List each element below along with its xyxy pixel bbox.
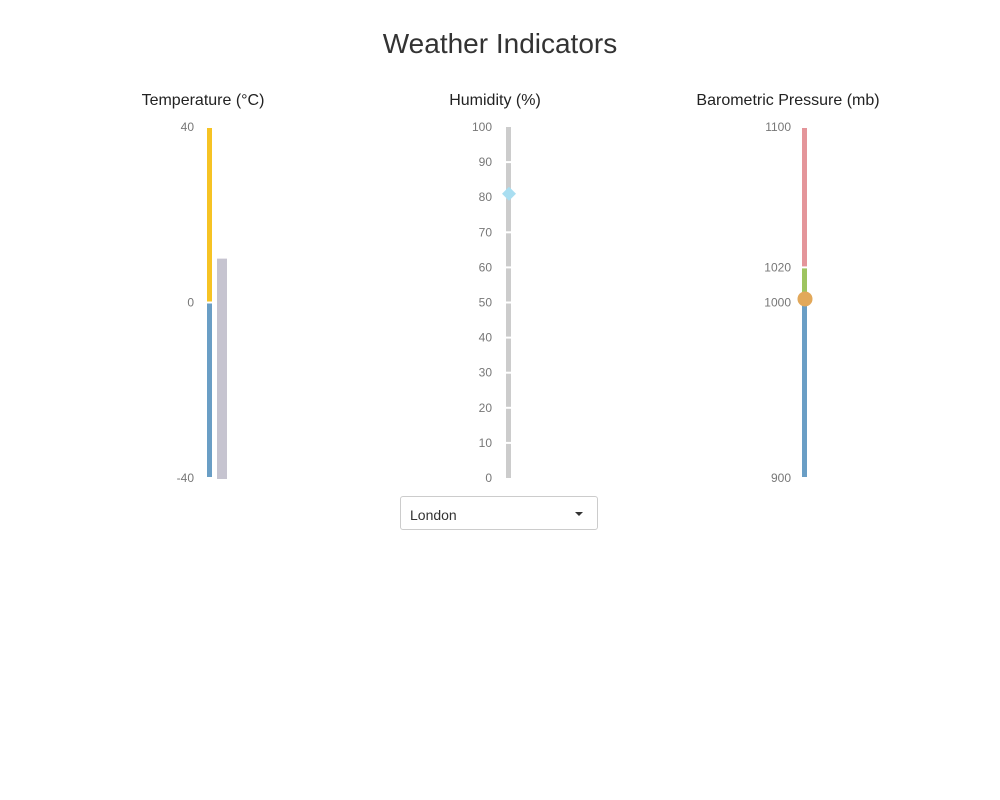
- humidity-tick-label: 0: [485, 471, 492, 485]
- pressure-band: [802, 303, 807, 477]
- pressure-marker: [797, 291, 813, 307]
- humidity-tick-label: 90: [479, 155, 493, 169]
- humidity-gridline: [505, 231, 512, 234]
- humidity-tick-label: 60: [479, 260, 493, 274]
- humidity-tick-label: 20: [479, 401, 493, 415]
- humidity-title: Humidity (%): [449, 92, 541, 109]
- humidity-tick-label: 100: [472, 120, 492, 134]
- humidity-gridline: [505, 336, 512, 339]
- humidity-gridline: [505, 371, 512, 374]
- pressure-gauge: Barometric Pressure (mb) 1100 1020 1000 900: [696, 92, 879, 485]
- temperature-tick-label: -40: [177, 471, 195, 485]
- humidity-tick-label: 50: [479, 296, 493, 310]
- humidity-gridline: [505, 301, 512, 304]
- page-title: Weather Indicators: [382, 28, 618, 59]
- chevron-down-icon: [575, 512, 583, 516]
- pressure-tick-label: 1100: [765, 120, 791, 134]
- pressure-tick-label: 900: [771, 471, 791, 485]
- humidity-tick-label: 70: [479, 225, 493, 239]
- temperature-tick-label: 40: [181, 120, 195, 134]
- pressure-tick-label: 1000: [764, 296, 791, 310]
- city-select-value: London: [410, 507, 457, 523]
- humidity-gridline: [505, 266, 512, 269]
- pressure-title: Barometric Pressure (mb): [696, 92, 879, 109]
- pressure-tick-label: 1020: [764, 260, 791, 274]
- temperature-band: [207, 128, 212, 302]
- humidity-tick-label: 80: [479, 190, 493, 204]
- city-select[interactable]: London: [400, 496, 598, 530]
- humidity-gridline: [505, 406, 512, 409]
- pressure-band: [802, 128, 807, 267]
- pressure-band: [802, 268, 807, 302]
- humidity-tick-label: 10: [479, 436, 493, 450]
- humidity-tick-label: 30: [479, 366, 493, 380]
- temperature-band: [207, 303, 212, 477]
- temperature-tick-label: 0: [187, 296, 194, 310]
- temperature-title: Temperature (°C): [142, 92, 265, 109]
- humidity-gridline: [505, 161, 512, 164]
- humidity-tick-label: 40: [479, 331, 493, 345]
- humidity-marker: [502, 186, 516, 201]
- temperature-gauge: Temperature (°C) 40 0 -40: [142, 92, 265, 485]
- temperature-value-bar: [217, 258, 227, 479]
- humidity-gridline: [505, 441, 512, 444]
